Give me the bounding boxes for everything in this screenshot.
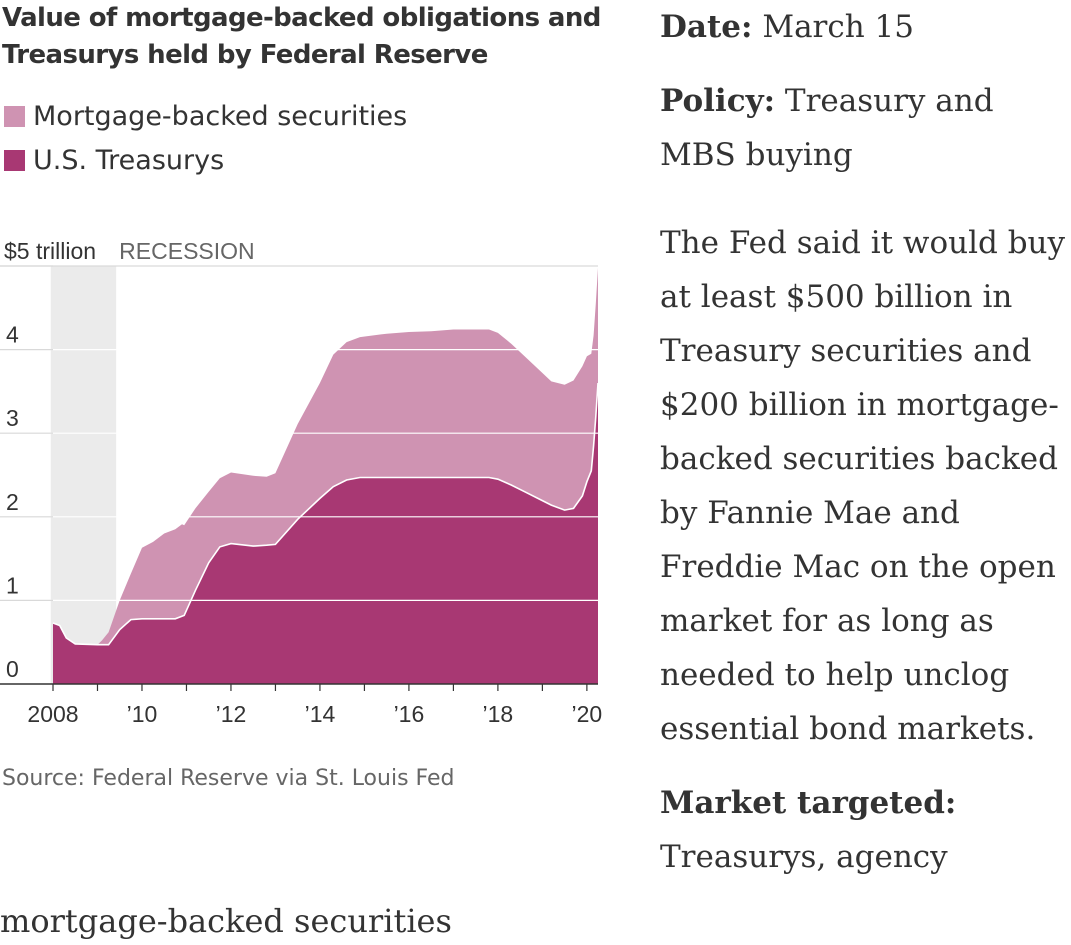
policy-description: The Fed said it would buy at least $500 … (660, 225, 1066, 747)
date-line: Date: March 15 (660, 0, 1070, 54)
date-value: March 15 (762, 9, 914, 45)
area-mortgage-backed-securities (53, 267, 598, 645)
x-tick-label: ’18 (483, 701, 514, 727)
legend-label-treasurys: U.S. Treasurys (33, 144, 225, 176)
y-tick-label: 0 (6, 656, 19, 682)
market-label-text: Market targeted: (660, 785, 957, 821)
legend-item-treasurys: U.S. Treasurys (4, 138, 407, 182)
x-tick-label: ’12 (216, 701, 247, 727)
policy-panel: Date: March 15 Policy: Treasury and MBS … (660, 0, 1070, 884)
policy-value: Treasury and MBS buying (660, 83, 994, 173)
policy-label: Policy: (660, 83, 776, 119)
market-label: Market targeted: (660, 776, 1070, 830)
x-tick-label: ’16 (394, 701, 425, 727)
y-unit-label: $5 trillion (4, 238, 96, 264)
y-tick-label: 4 (6, 322, 19, 348)
legend-item-mbs: Mortgage-backed securities (4, 94, 407, 138)
treasurys-boundary-line (52, 382, 599, 646)
chart-plot: RECESSION 0 1 2 3 4 $5 trillion 2008 ’10 ’12 ’14 ’1… (0, 238, 603, 727)
recession-band (50, 266, 117, 684)
x-tick-label: ’20 (572, 701, 603, 727)
chart-title: Value of mortgage-backed obligations and… (2, 3, 601, 70)
x-tick-label: ’14 (305, 701, 336, 727)
legend: Mortgage-backed securities U.S. Treasury… (4, 94, 407, 182)
legend-swatch-treasurys (4, 149, 25, 171)
area-us-treasurys (53, 383, 598, 684)
legend-swatch-mbs (4, 105, 25, 127)
legend-label-mbs: Mortgage-backed securities (33, 100, 408, 132)
market-value: Treasurys, agency (660, 839, 948, 875)
x-tick-label: 2008 (27, 701, 78, 727)
y-tick-label: 3 (6, 405, 19, 431)
footer-text: mortgage-backed securities (0, 902, 452, 940)
policy-line: Policy: Treasury and MBS buying (660, 74, 1070, 182)
recession-label: RECESSION (119, 238, 254, 264)
y-tick-label: 2 (6, 489, 19, 515)
source-note: Source: Federal Reserve via St. Louis Fe… (2, 766, 455, 791)
y-tick-label: 1 (6, 572, 19, 598)
x-tick-label: ’10 (127, 701, 158, 727)
date-label: Date: (660, 9, 753, 45)
